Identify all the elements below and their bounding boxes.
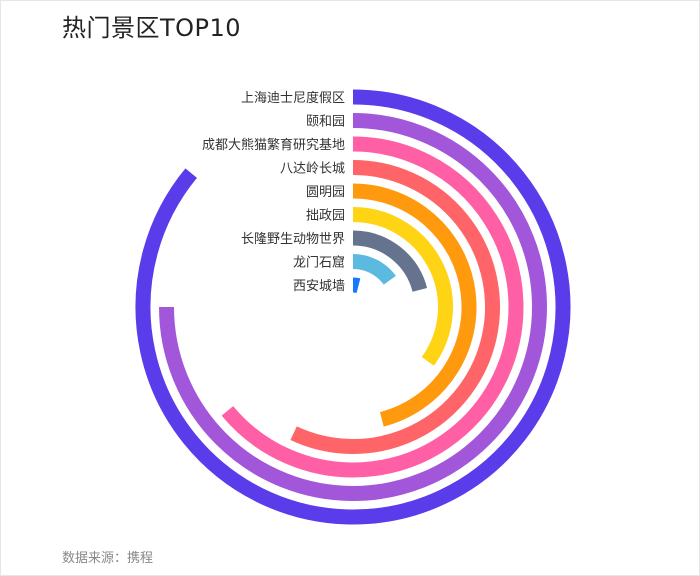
- chart-title: 热门景区TOP10: [62, 14, 242, 42]
- data-source: 数据来源：携程: [62, 551, 154, 566]
- radial-bar-3[interactable]: [221, 136, 524, 478]
- radial-bar-8[interactable]: [352, 254, 396, 285]
- radial-bar-5[interactable]: [352, 183, 477, 427]
- category-label-2: 颐和园: [306, 115, 345, 130]
- category-label-6: 拙政园: [306, 209, 345, 224]
- radial-bar-9[interactable]: [352, 277, 361, 294]
- radial-bar-4[interactable]: [290, 160, 500, 454]
- category-label-1: 上海迪士尼度假区: [241, 90, 345, 106]
- category-label-5: 圆明园: [306, 185, 345, 200]
- category-label-9: 西安城墙: [293, 279, 345, 294]
- radial-bar-2[interactable]: [159, 113, 547, 501]
- category-label-4: 八达岭长城: [280, 162, 345, 177]
- bars-layer: [135, 89, 571, 525]
- radial-bar-6[interactable]: [352, 207, 453, 366]
- category-label-8: 龙门石窟: [293, 255, 345, 271]
- category-label-7: 长隆野生动物世界: [241, 232, 345, 247]
- radial-bar-7[interactable]: [352, 230, 428, 292]
- category-label-3: 成都大熊猫繁育研究基地: [202, 137, 345, 153]
- labels-layer: 上海迪士尼度假区颐和园成都大熊猫繁育研究基地八达岭长城圆明园拙政园长隆野生动物世…: [202, 90, 345, 294]
- radial-bar-1[interactable]: [135, 89, 571, 525]
